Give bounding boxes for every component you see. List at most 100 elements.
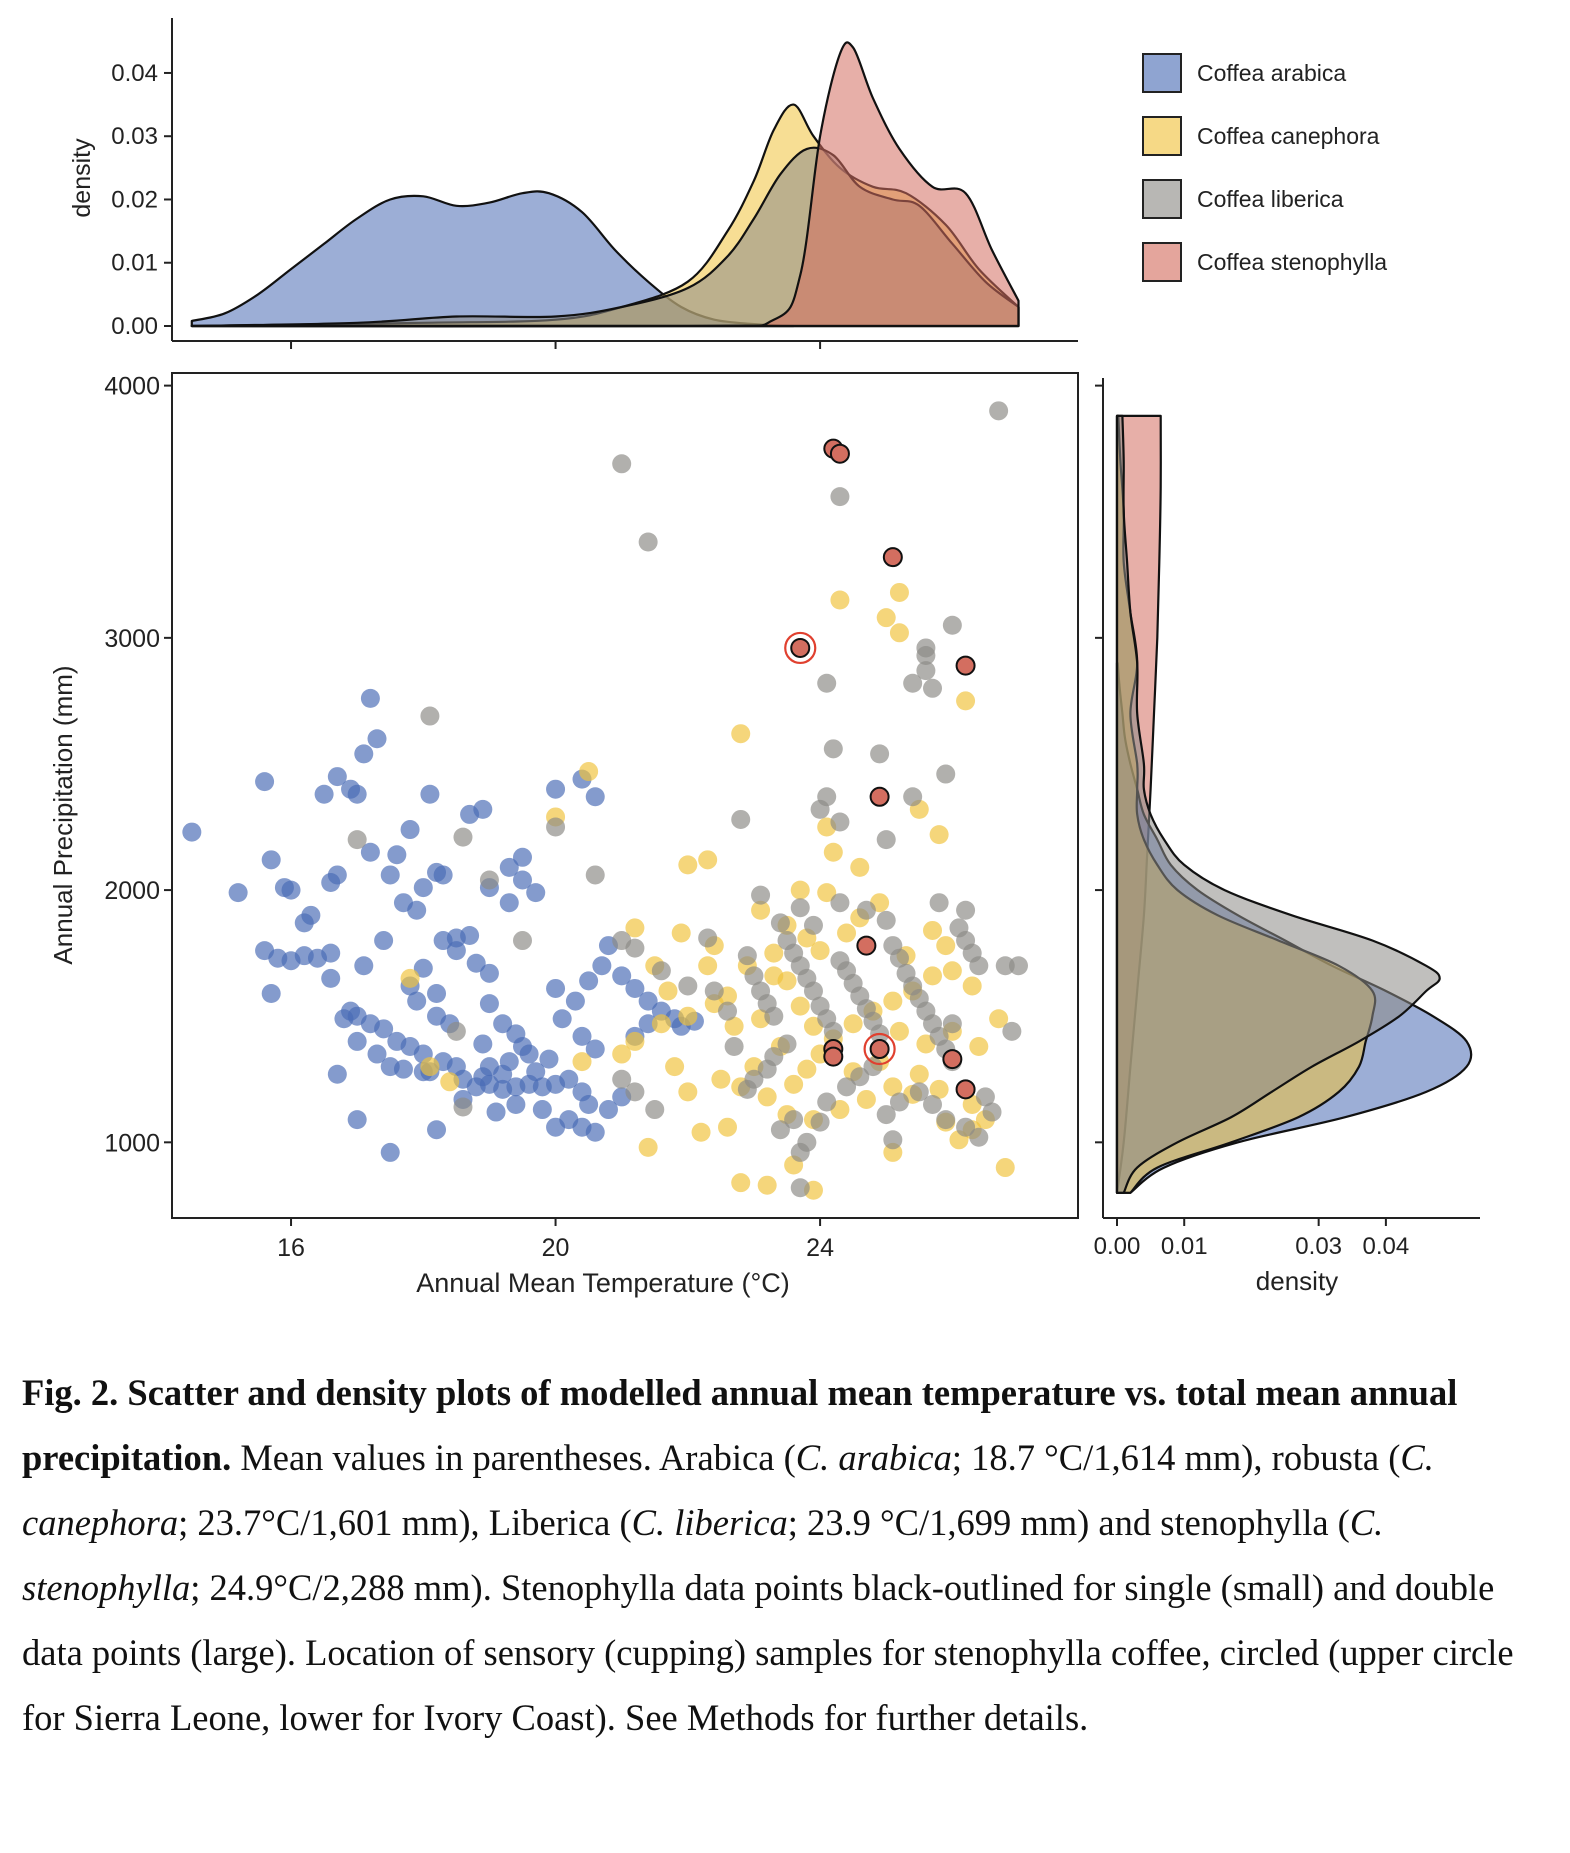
- point-liberica: [837, 1077, 857, 1097]
- point-arabica: [526, 1062, 546, 1082]
- point-canephora: [929, 1079, 949, 1099]
- point-canephora: [718, 1117, 738, 1137]
- top-density-ytick-label: 0.00: [111, 313, 158, 340]
- point-canephora: [909, 1064, 929, 1084]
- point-liberica: [923, 678, 943, 698]
- point-canephora: [731, 1173, 751, 1193]
- legend-swatch-liberica: [1142, 179, 1182, 219]
- point-arabica: [572, 1026, 592, 1046]
- point-liberica: [830, 487, 850, 507]
- point-canephora: [810, 941, 830, 961]
- point-liberica: [823, 1021, 843, 1041]
- point-liberica: [764, 1006, 784, 1026]
- caption-text-5: ; 24.9°C/2,288 mm). Stenophylla data poi…: [22, 1567, 1514, 1738]
- point-canephora: [856, 1089, 876, 1109]
- caption-species-stenophylla: C. stenophylla: [22, 1502, 1384, 1608]
- point-liberica: [737, 946, 757, 966]
- point-canephora: [929, 825, 949, 845]
- density-right-liberica: [1115, 414, 1441, 1194]
- caption-text-2: ; 18.7 °C/1,614 mm), robusta (: [951, 1437, 1401, 1478]
- right-density-xtick-label: 0.04: [1363, 1233, 1410, 1260]
- point-liberica: [770, 1120, 790, 1140]
- y-tick-label: 3000: [104, 625, 160, 653]
- point-arabica: [360, 842, 380, 862]
- point-arabica: [413, 878, 433, 898]
- caption-species-liberica: C. liberica: [631, 1502, 788, 1543]
- point-canephora: [837, 923, 857, 943]
- point-liberica: [936, 764, 956, 784]
- point-liberica: [863, 1057, 883, 1077]
- point-arabica: [347, 1031, 367, 1051]
- point-canephora: [923, 966, 943, 986]
- point-liberica: [744, 966, 764, 986]
- y-tick-label: 4000: [104, 373, 160, 401]
- point-canephora: [883, 1077, 903, 1097]
- point-canephora: [420, 1057, 440, 1077]
- point-liberica: [876, 910, 896, 930]
- point-canephora: [579, 762, 599, 782]
- point-arabica: [182, 822, 202, 842]
- point-liberica: [1002, 1021, 1022, 1041]
- point-canephora: [962, 976, 982, 996]
- point-liberica: [876, 830, 896, 850]
- point-arabica: [552, 1009, 572, 1029]
- point-canephora: [658, 981, 678, 1001]
- point-arabica: [427, 1120, 447, 1140]
- caption-text-4: ; 23.9 °C/1,699 mm) and stenophylla (: [787, 1502, 1350, 1543]
- point-canephora: [665, 1057, 685, 1077]
- point-canephora: [751, 900, 771, 920]
- point-arabica: [466, 953, 486, 973]
- point-liberica: [453, 827, 473, 847]
- y-axis-label: Annual Precipitation (mm): [48, 665, 78, 964]
- point-liberica: [817, 673, 837, 693]
- point-liberica: [889, 948, 909, 968]
- point-arabica: [585, 787, 605, 807]
- point-stenophylla: [955, 655, 976, 676]
- point-canephora: [843, 1014, 863, 1034]
- point-liberica: [790, 898, 810, 918]
- point-arabica: [625, 978, 645, 998]
- top-density-panel: 0.00 0.01 0.02 0.03 0.04: [111, 18, 1078, 349]
- point-liberica: [923, 1094, 943, 1114]
- point-canephora: [711, 1069, 731, 1089]
- point-liberica: [969, 1127, 989, 1147]
- point-arabica: [261, 850, 281, 870]
- point-liberica: [803, 981, 823, 1001]
- point-arabica: [341, 1001, 361, 1021]
- point-canephora: [731, 724, 751, 744]
- point-canephora: [764, 943, 784, 963]
- point-canephora: [790, 880, 810, 900]
- point-arabica: [473, 1034, 493, 1054]
- y-tick-label: 1000: [104, 1129, 160, 1157]
- point-arabica: [460, 925, 480, 945]
- point-liberica: [889, 1092, 909, 1112]
- caption-species-arabica: C. arabica: [795, 1437, 952, 1478]
- point-canephora: [400, 968, 420, 988]
- point-arabica: [327, 865, 347, 885]
- point-arabica: [539, 1049, 559, 1069]
- right-density-xtick-label: 0.00: [1094, 1233, 1141, 1260]
- point-canephora: [817, 883, 837, 903]
- point-arabica: [512, 847, 532, 867]
- point-arabica: [360, 688, 380, 708]
- point-canephora: [678, 1006, 698, 1026]
- point-arabica: [321, 943, 341, 963]
- point-liberica: [512, 931, 532, 951]
- point-liberica: [546, 817, 566, 837]
- point-arabica: [473, 799, 493, 819]
- point-canephora: [757, 1175, 777, 1195]
- point-liberica: [956, 1117, 976, 1137]
- point-liberica: [903, 673, 923, 693]
- point-arabica: [380, 1142, 400, 1162]
- point-arabica: [413, 958, 433, 978]
- top-density-ytick-label: 0.03: [111, 123, 158, 150]
- point-arabica: [380, 865, 400, 885]
- point-canephora: [698, 956, 718, 976]
- point-liberica: [757, 1059, 777, 1079]
- point-arabica: [499, 857, 519, 877]
- point-canephora: [889, 1021, 909, 1041]
- point-liberica: [876, 1105, 896, 1125]
- point-liberica: [916, 661, 936, 681]
- point-stenophylla: [790, 637, 811, 658]
- point-arabica: [327, 1064, 347, 1084]
